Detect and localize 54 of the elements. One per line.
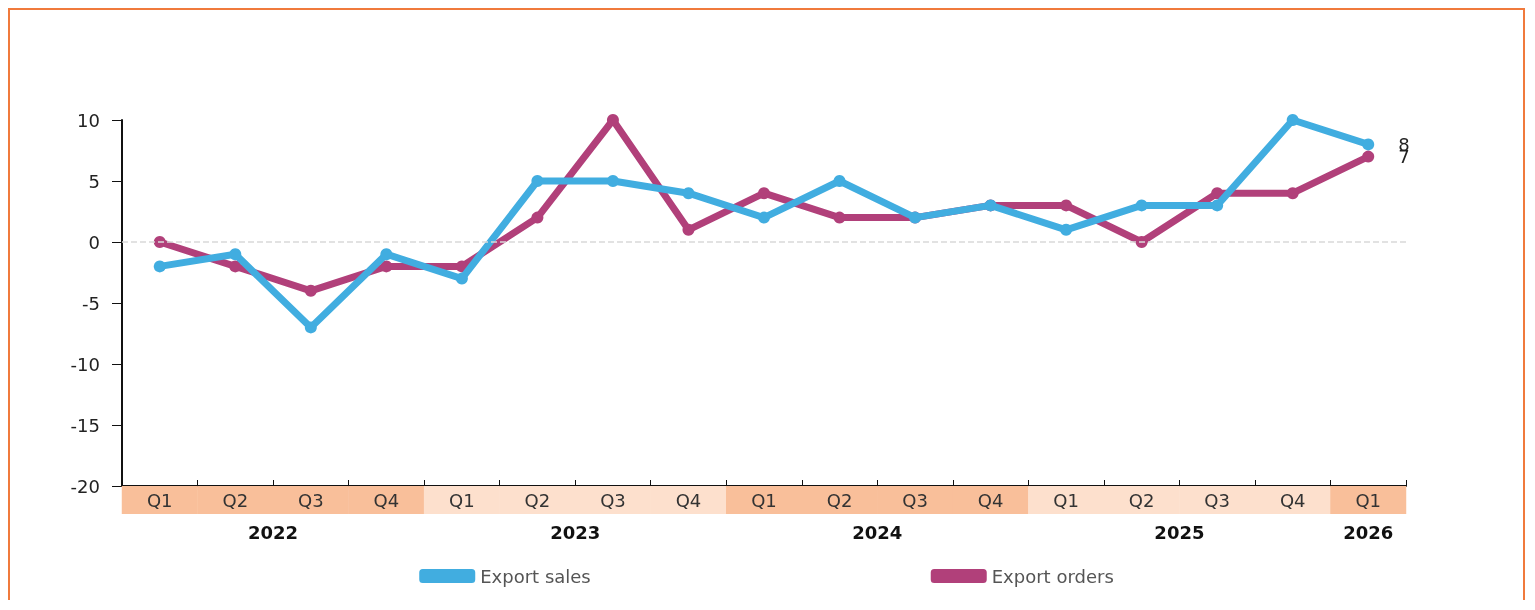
- x-tick-label: Q4: [1279, 489, 1306, 511]
- point: [380, 248, 393, 261]
- x-tick-label: Q3: [600, 489, 626, 511]
- y-tick-label: -5: [82, 292, 100, 314]
- x-tick-label: Q3: [298, 489, 324, 511]
- point: [682, 223, 695, 236]
- x-tick-label: Q1: [751, 489, 777, 511]
- x-tick-label: Q2: [1128, 489, 1155, 511]
- point: [1286, 114, 1299, 126]
- y-tick-label: 0: [88, 231, 100, 253]
- point: [229, 260, 242, 273]
- point: [304, 321, 317, 334]
- point: [229, 248, 242, 261]
- x-tick-label: Q1: [1053, 489, 1079, 511]
- point: [1362, 138, 1375, 151]
- point: [531, 211, 544, 224]
- text: 2022: [248, 521, 299, 543]
- point: [1135, 199, 1148, 212]
- point: [531, 175, 544, 187]
- point: [833, 175, 846, 187]
- legend-label: Export sales: [480, 565, 591, 587]
- x-tick-label: Q3: [902, 489, 928, 511]
- x-tick-label: Q4: [675, 489, 702, 511]
- y-tick-label: -10: [70, 353, 100, 375]
- point: [1362, 150, 1375, 163]
- point: [758, 187, 770, 200]
- y-tick-label: -15: [70, 414, 100, 436]
- text: 2023: [550, 521, 601, 543]
- y-tick-label: -20: [70, 475, 100, 497]
- point: [304, 284, 317, 297]
- x-tick-label: Q2: [826, 489, 853, 511]
- point: [833, 211, 846, 224]
- x-tick-label: Q2: [524, 489, 551, 511]
- x-tick-label: Q1: [146, 489, 173, 511]
- y-tick-label: 10: [77, 109, 100, 131]
- text: 2025: [1154, 521, 1205, 543]
- y-tick-label: 5: [88, 170, 100, 192]
- point: [1060, 199, 1073, 212]
- x-tick-label: Q3: [1204, 489, 1230, 511]
- point: [153, 260, 166, 273]
- point: [1060, 223, 1073, 236]
- x-tick-label: Q4: [977, 489, 1004, 511]
- point: [758, 211, 770, 224]
- x-tick-label: Q1: [1355, 489, 1382, 511]
- point: [1211, 199, 1224, 212]
- x-tick-label: Q4: [373, 489, 400, 511]
- point: [682, 187, 695, 200]
- point: [1286, 187, 1299, 200]
- text: 2024: [852, 521, 903, 543]
- x-tick-label: Q2: [222, 489, 249, 511]
- legend-label: Export orders: [991, 565, 1114, 587]
- x-tick-label: Q1: [449, 489, 475, 511]
- point: [455, 272, 468, 285]
- text: 2026: [1343, 521, 1394, 543]
